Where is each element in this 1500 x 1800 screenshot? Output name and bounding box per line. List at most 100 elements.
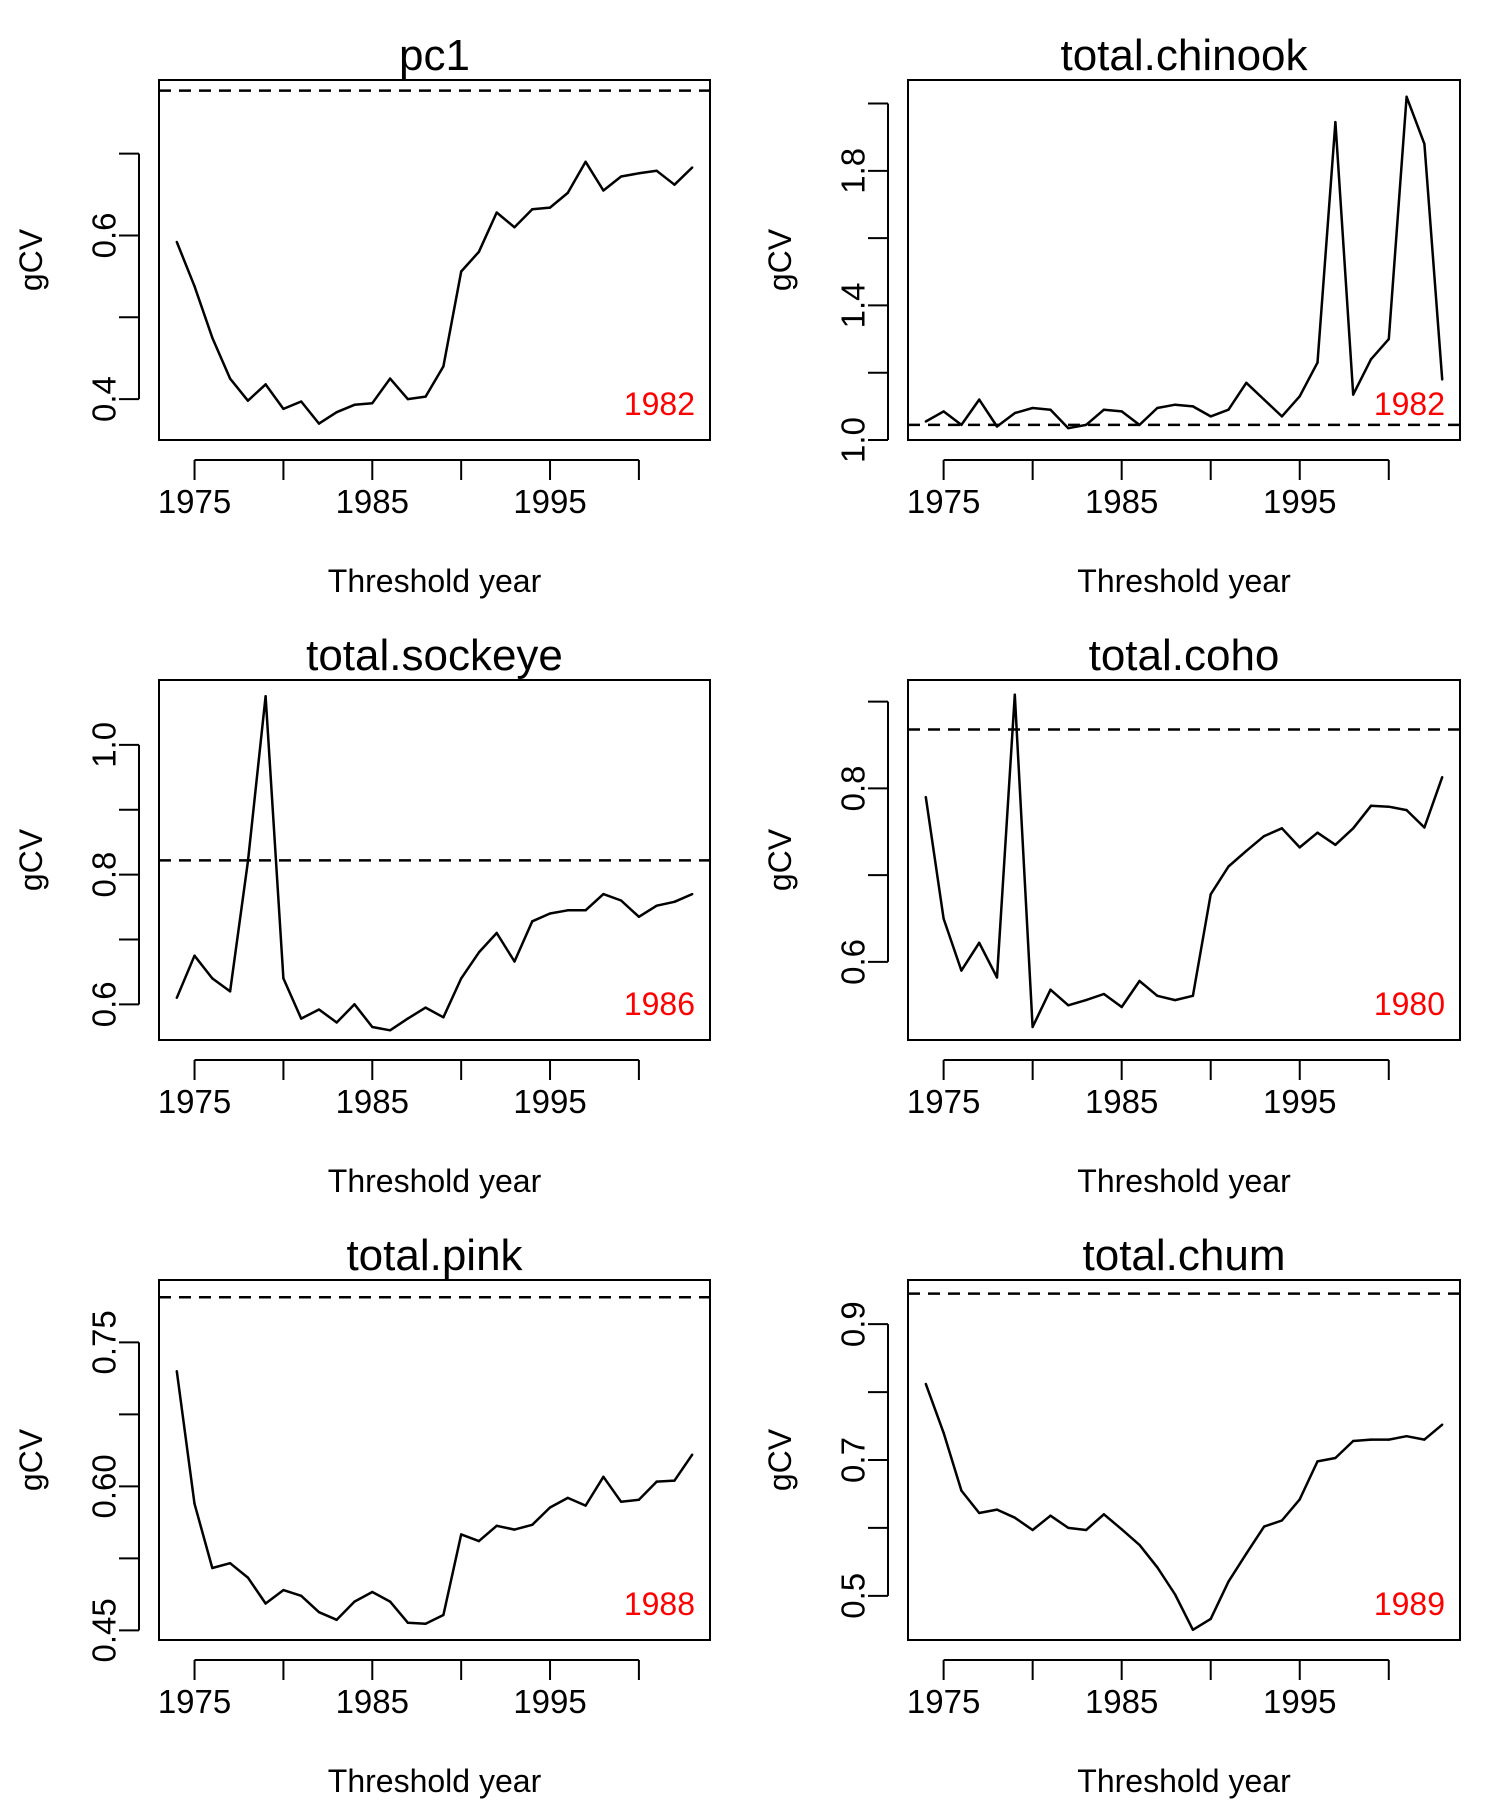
threshold-year-label: 1989	[1374, 1586, 1445, 1622]
data-point	[1298, 846, 1301, 849]
y-tick-label: 0.4	[86, 376, 123, 422]
data-point	[1102, 408, 1106, 411]
y-tick-label: 0.75	[86, 1310, 123, 1374]
data-point	[978, 1511, 981, 1515]
x-tick-label: 1985	[1085, 1683, 1158, 1720]
y-axis-title: gCV	[13, 1428, 49, 1491]
data-point	[175, 1370, 178, 1373]
data-point	[655, 1480, 658, 1483]
data-point	[406, 1017, 410, 1020]
plot-frame	[158, 1279, 711, 1641]
data-point	[1049, 1514, 1052, 1517]
data-point	[1173, 998, 1177, 1002]
x-tick-label: 1985	[336, 1083, 409, 1120]
data-point	[619, 1500, 623, 1503]
data-point	[175, 996, 178, 1000]
chart-panel-3: total.sockeye 1975 1985 1995 0.6 0.8 1.0 Thresh…	[13, 631, 711, 1199]
data-point	[1316, 831, 1319, 834]
data-point	[193, 284, 196, 288]
data-point	[1351, 827, 1355, 830]
data-point	[548, 912, 552, 915]
data-point	[602, 1475, 605, 1479]
x-tick-label: 1995	[513, 1683, 586, 1720]
data-point	[317, 1008, 321, 1011]
y-tick-label: 1.8	[835, 148, 872, 194]
data-point	[228, 1562, 232, 1565]
data-point	[1405, 808, 1408, 812]
data-point	[1245, 381, 1248, 385]
data-point	[1031, 1528, 1034, 1532]
data-point	[584, 909, 587, 912]
data-point	[477, 951, 481, 954]
data-point	[459, 1533, 463, 1536]
data-point	[1191, 994, 1195, 997]
data-point	[317, 422, 321, 425]
y-tick-label: 0.6	[86, 981, 123, 1027]
data-point	[353, 403, 356, 407]
data-point	[1298, 395, 1301, 398]
y-axis-title: gCV	[762, 828, 798, 891]
data-point	[1067, 1004, 1070, 1007]
data-point	[978, 941, 981, 945]
series-line	[924, 1383, 1444, 1632]
data-point	[335, 1618, 338, 1622]
data-point	[655, 904, 658, 907]
data-point	[1334, 120, 1337, 124]
data-point	[531, 208, 534, 211]
chart-panel-2: total.chinook 1975 1985 1995 1.0 1.4 1.8 Thresh…	[762, 31, 1461, 599]
data-point	[1369, 804, 1373, 807]
data-point	[495, 1524, 498, 1527]
data-point	[548, 1506, 552, 1509]
data-point	[335, 410, 338, 414]
data-point	[1084, 1528, 1088, 1532]
data-point	[246, 399, 250, 402]
panel-title: total.chum	[1083, 1231, 1286, 1280]
data-point	[1173, 1593, 1177, 1596]
data-point	[193, 954, 196, 957]
data-point	[995, 1508, 999, 1511]
x-axis-title: Threshold year	[1077, 1763, 1291, 1799]
data-point	[691, 1453, 694, 1456]
data-point	[1245, 849, 1248, 853]
data-point	[477, 1539, 481, 1543]
data-point	[978, 398, 981, 401]
plot-frame	[907, 679, 1461, 1041]
data-point	[1440, 1423, 1444, 1426]
threshold-year-label: 1988	[624, 1586, 695, 1622]
data-point	[1013, 1516, 1017, 1519]
data-point	[619, 899, 623, 902]
x-tick-label: 1995	[513, 483, 586, 520]
data-point	[1262, 834, 1266, 838]
y-tick-label: 0.9	[835, 1301, 872, 1347]
data-point	[995, 976, 999, 979]
data-point	[211, 1566, 214, 1570]
x-axis-title: Threshold year	[328, 1763, 542, 1799]
data-point	[691, 892, 694, 896]
data-point	[442, 1613, 445, 1617]
y-axis-title: gCV	[13, 828, 49, 891]
data-point	[584, 1504, 587, 1507]
data-point	[1316, 1460, 1319, 1463]
data-point	[1120, 1005, 1123, 1009]
x-axis-title: Threshold year	[1077, 1163, 1291, 1199]
data-point	[602, 892, 605, 896]
plot-frame	[907, 79, 1461, 441]
data-point	[211, 977, 214, 980]
data-point	[495, 931, 498, 935]
panel-title: total.coho	[1089, 631, 1280, 680]
panel-title: total.sockeye	[306, 631, 563, 680]
data-point	[1227, 408, 1230, 411]
data-point	[264, 383, 267, 386]
data-point	[228, 990, 232, 993]
x-axis-title: Threshold year	[328, 1163, 542, 1199]
data-point	[193, 1502, 196, 1505]
data-point	[619, 175, 623, 178]
data-point	[1049, 988, 1052, 991]
data-point	[1369, 1438, 1373, 1441]
data-point	[584, 160, 587, 164]
data-point	[942, 410, 945, 413]
data-point	[566, 191, 570, 195]
data-point	[566, 909, 570, 912]
data-point	[477, 250, 481, 254]
data-point	[1084, 998, 1088, 1002]
